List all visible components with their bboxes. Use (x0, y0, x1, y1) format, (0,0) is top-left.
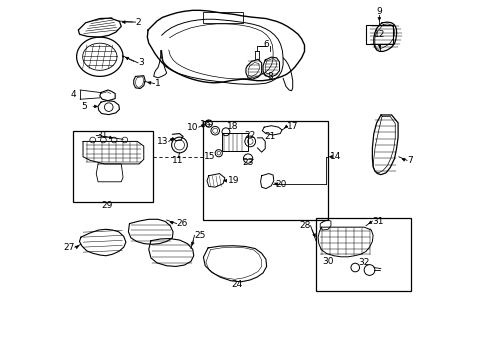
Text: 22: 22 (244, 131, 255, 140)
Text: 15: 15 (203, 152, 215, 161)
Text: 26: 26 (176, 219, 187, 228)
Text: 21: 21 (264, 132, 275, 141)
Text: 11: 11 (171, 156, 183, 165)
Text: 2: 2 (135, 18, 141, 27)
Text: 32: 32 (357, 258, 369, 267)
Text: 16: 16 (200, 120, 211, 129)
Bar (222, 133, 247, 152)
Bar (203, 12, 242, 23)
Text: 12: 12 (373, 30, 384, 39)
Text: 13: 13 (157, 137, 168, 146)
Text: 27: 27 (63, 243, 75, 252)
Text: 29: 29 (101, 201, 112, 210)
Text: 10: 10 (187, 123, 198, 132)
Text: 18: 18 (226, 122, 238, 131)
Text: 9: 9 (376, 6, 382, 15)
Text: 6: 6 (263, 40, 268, 49)
Bar (73, 131, 153, 202)
Bar (203, 121, 328, 220)
Text: 3: 3 (138, 58, 143, 67)
Text: 17: 17 (287, 122, 298, 131)
Text: 24: 24 (230, 280, 242, 289)
Text: 31: 31 (372, 217, 383, 226)
Text: 25: 25 (194, 231, 205, 240)
Text: 31: 31 (96, 131, 107, 140)
Bar (315, 218, 410, 292)
Text: 30: 30 (322, 257, 333, 266)
Text: 28: 28 (299, 221, 310, 230)
Text: 20: 20 (274, 180, 285, 189)
Text: 7: 7 (406, 156, 412, 165)
Text: 5: 5 (81, 102, 86, 111)
Text: 14: 14 (329, 152, 341, 161)
Text: 4: 4 (71, 90, 77, 99)
Bar (365, 24, 392, 44)
Text: 1: 1 (154, 79, 160, 88)
Text: 19: 19 (228, 176, 240, 185)
Text: 8: 8 (267, 72, 273, 81)
Text: 23: 23 (242, 158, 253, 167)
